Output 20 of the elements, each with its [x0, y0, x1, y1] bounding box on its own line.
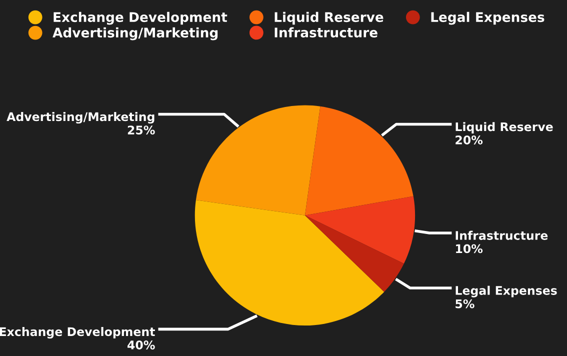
pie-slice [304, 106, 414, 216]
pie-slice [304, 215, 404, 292]
pie-slice [194, 200, 384, 326]
data-label: 5% [456, 299, 474, 308]
legend-label: Advertising/Marketing [52, 27, 218, 40]
slice-label: Advertising/Marketing [6, 112, 154, 124]
pie-slice [196, 105, 320, 216]
slice-label: Liquid Reserve [456, 122, 553, 134]
pie-slice [304, 196, 416, 264]
data-label: 20% [456, 136, 483, 144]
slice-label: Infrastructure [456, 230, 548, 240]
data-label: 25% [128, 126, 155, 134]
legend-label: Liquid Reserve [274, 12, 384, 25]
data-label: 10% [456, 244, 483, 254]
legend-label: Infrastructure [274, 27, 378, 38]
legend-label: Legal Expenses [431, 12, 544, 25]
legend-label: Exchange Development [54, 12, 228, 25]
slice-label: Exchange Development [0, 326, 155, 339]
data-label: 40% [128, 340, 155, 350]
slice-label: Legal Expenses [456, 286, 557, 298]
